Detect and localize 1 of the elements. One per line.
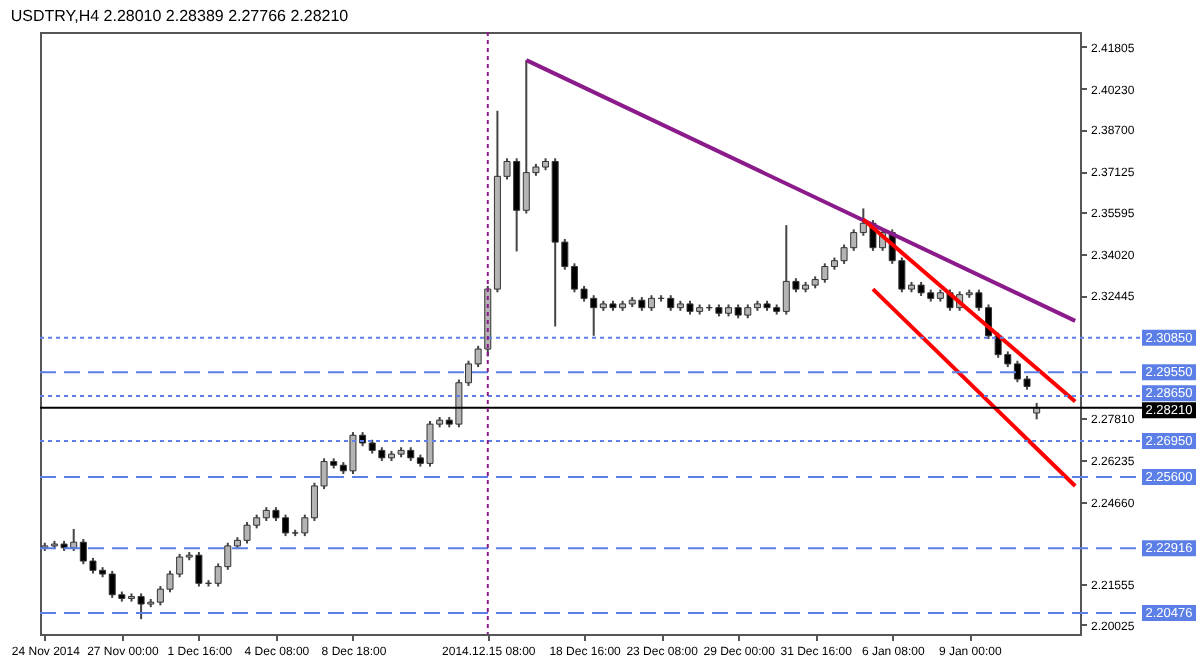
chart-title: USDTRY,H4 2.28010 2.28389 2.27766 2.28210 — [10, 7, 350, 25]
